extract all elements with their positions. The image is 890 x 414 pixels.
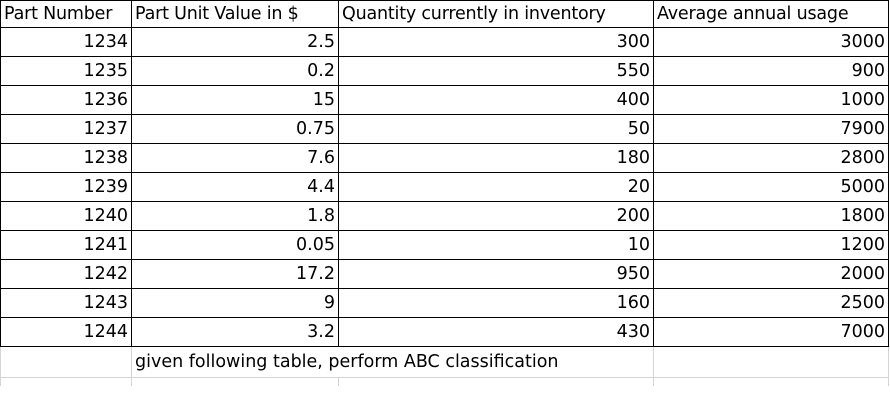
cell-quantity[interactable]: 950 <box>338 259 654 289</box>
cell-annual-usage[interactable]: 5000 <box>653 172 889 202</box>
empty-cell[interactable] <box>131 377 339 386</box>
cell-quantity[interactable]: 550 <box>338 56 654 86</box>
empty-cell[interactable] <box>0 377 132 386</box>
cell-unit-value[interactable]: 2.5 <box>131 27 339 57</box>
cell-part-number[interactable]: 1240 <box>0 201 132 231</box>
cell-part-number[interactable]: 1238 <box>0 143 132 173</box>
cell-quantity[interactable]: 430 <box>338 317 654 347</box>
header-quantity-in-inventory[interactable]: Quantity currently in inventory <box>338 0 654 28</box>
table-row: 1238 7.6 180 2800 <box>0 143 889 173</box>
table-row: 1234 2.5 300 3000 <box>0 27 889 57</box>
cell-part-number[interactable]: 1235 <box>0 56 132 86</box>
cell-quantity[interactable]: 50 <box>338 114 654 144</box>
table-row: 1239 4.4 20 5000 <box>0 172 889 202</box>
table-row: 1242 17.2 950 2000 <box>0 259 889 289</box>
header-part-unit-value[interactable]: Part Unit Value in $ <box>131 0 339 28</box>
cell-part-number[interactable]: 1234 <box>0 27 132 57</box>
partial-row <box>0 377 889 386</box>
empty-cell[interactable] <box>653 346 889 378</box>
cell-annual-usage[interactable]: 900 <box>653 56 889 86</box>
header-average-annual-usage[interactable]: Average annual usage <box>653 0 889 28</box>
cell-annual-usage[interactable]: 7900 <box>653 114 889 144</box>
cell-annual-usage[interactable]: 1200 <box>653 230 889 260</box>
cell-part-number[interactable]: 1239 <box>0 172 132 202</box>
cell-annual-usage[interactable]: 2000 <box>653 259 889 289</box>
cell-unit-value[interactable]: 0.75 <box>131 114 339 144</box>
header-row: Part Number Part Unit Value in $ Quantit… <box>0 0 889 28</box>
cell-unit-value[interactable]: 0.2 <box>131 56 339 86</box>
cell-annual-usage[interactable]: 2800 <box>653 143 889 173</box>
table-row: 1243 9 160 2500 <box>0 288 889 318</box>
cell-part-number[interactable]: 1236 <box>0 85 132 115</box>
cell-quantity[interactable]: 400 <box>338 85 654 115</box>
empty-cell[interactable] <box>338 377 654 386</box>
cell-annual-usage[interactable]: 1800 <box>653 201 889 231</box>
cell-quantity[interactable]: 300 <box>338 27 654 57</box>
table-row: 1244 3.2 430 7000 <box>0 317 889 347</box>
cell-part-number[interactable]: 1242 <box>0 259 132 289</box>
table-row: 1237 0.75 50 7900 <box>0 114 889 144</box>
cell-part-number[interactable]: 1244 <box>0 317 132 347</box>
cell-annual-usage[interactable]: 1000 <box>653 85 889 115</box>
note-row: given following table, perform ABC class… <box>0 346 889 378</box>
cell-unit-value[interactable]: 9 <box>131 288 339 318</box>
cell-unit-value[interactable]: 15 <box>131 85 339 115</box>
empty-cell[interactable] <box>0 346 132 378</box>
cell-annual-usage[interactable]: 3000 <box>653 27 889 57</box>
cell-unit-value[interactable]: 3.2 <box>131 317 339 347</box>
note-cell[interactable]: given following table, perform ABC class… <box>131 346 654 378</box>
cell-unit-value[interactable]: 17.2 <box>131 259 339 289</box>
table-row: 1235 0.2 550 900 <box>0 56 889 86</box>
header-part-number[interactable]: Part Number <box>0 0 132 28</box>
cell-quantity[interactable]: 200 <box>338 201 654 231</box>
cell-unit-value[interactable]: 0.05 <box>131 230 339 260</box>
cell-part-number[interactable]: 1243 <box>0 288 132 318</box>
cell-quantity[interactable]: 160 <box>338 288 654 318</box>
cell-annual-usage[interactable]: 2500 <box>653 288 889 318</box>
cell-unit-value[interactable]: 7.6 <box>131 143 339 173</box>
cell-unit-value[interactable]: 1.8 <box>131 201 339 231</box>
table-row: 1236 15 400 1000 <box>0 85 889 115</box>
cell-quantity[interactable]: 10 <box>338 230 654 260</box>
table-row: 1241 0.05 10 1200 <box>0 230 889 260</box>
cell-quantity[interactable]: 180 <box>338 143 654 173</box>
cell-quantity[interactable]: 20 <box>338 172 654 202</box>
cell-part-number[interactable]: 1241 <box>0 230 132 260</box>
inventory-table: Part Number Part Unit Value in $ Quantit… <box>0 0 889 386</box>
cell-part-number[interactable]: 1237 <box>0 114 132 144</box>
cell-annual-usage[interactable]: 7000 <box>653 317 889 347</box>
table-row: 1240 1.8 200 1800 <box>0 201 889 231</box>
cell-unit-value[interactable]: 4.4 <box>131 172 339 202</box>
empty-cell[interactable] <box>653 377 889 386</box>
